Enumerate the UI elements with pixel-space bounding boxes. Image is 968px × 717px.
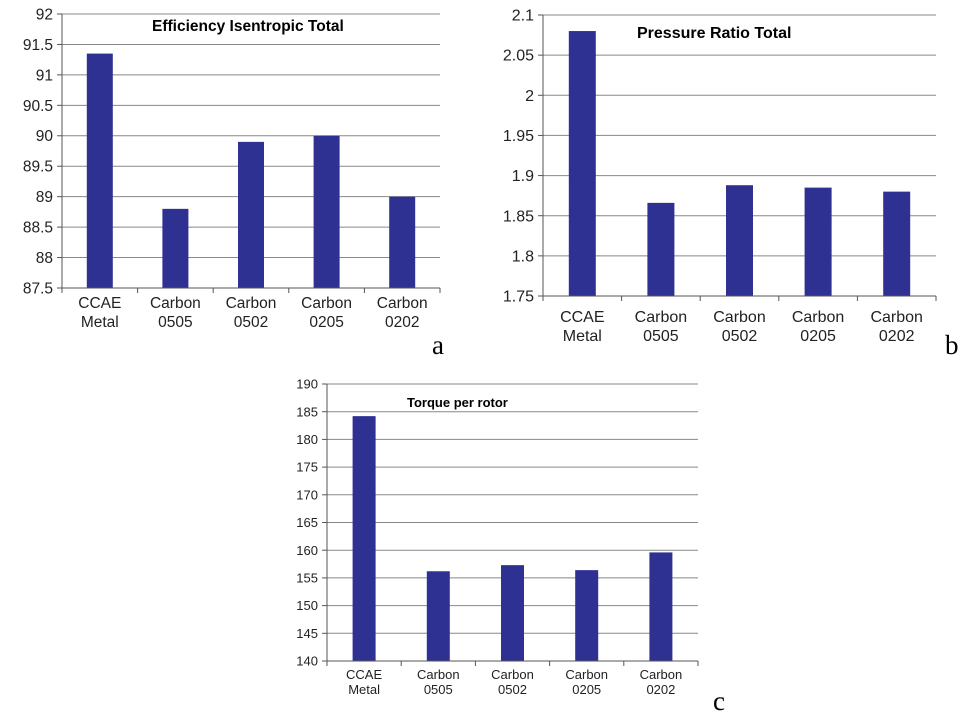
y-tick-label: 190: [296, 377, 318, 392]
bar: [575, 570, 598, 661]
y-tick-label: 150: [296, 598, 318, 613]
x-tick-label: 0502: [234, 314, 268, 331]
bar: [427, 571, 450, 661]
chart-title: Torque per rotor: [407, 395, 508, 410]
y-tick-label: 1.8: [512, 248, 534, 265]
x-tick-label: 0205: [800, 328, 836, 345]
y-tick-label: 89: [36, 189, 53, 206]
x-tick-label: Carbon: [792, 309, 844, 326]
x-tick-label: Carbon: [226, 295, 277, 312]
x-tick-label: Carbon: [491, 667, 534, 682]
y-tick-label: 91: [36, 67, 53, 84]
chart-a: 87.5 88 88.5 89 89.5 90 90.5 91 91.5 92 CCAE Metal C…: [0, 0, 440, 350]
bar: [883, 192, 910, 296]
panel-label-a: a: [432, 330, 444, 361]
y-tick-label: 2: [525, 88, 534, 105]
x-tick-label: Carbon: [870, 309, 922, 326]
bar: [87, 54, 113, 288]
panel-label-b: b: [945, 330, 959, 361]
y-tick-label: 2.05: [503, 48, 534, 65]
y-tick-label: 165: [296, 515, 318, 530]
x-tick-label: Metal: [348, 682, 380, 697]
x-tick-label: Carbon: [713, 309, 765, 326]
x-tick-label: CCAE: [560, 309, 604, 326]
x-tick-label: Metal: [563, 328, 602, 345]
y-tick-label: 2.1: [512, 8, 534, 25]
y-tick-label: 88.5: [23, 220, 53, 237]
chart-title: Efficiency Isentropic Total: [152, 18, 344, 35]
x-tick-label: CCAE: [346, 667, 382, 682]
bar: [805, 188, 832, 296]
chart-b: 1.75 1.8 1.85 1.9 1.95 2 2.05 2.1 CCAE Metal Carbo…: [470, 0, 950, 350]
y-tick-label: 145: [296, 626, 318, 641]
x-tick-label: 0202: [646, 682, 675, 697]
bar: [726, 185, 753, 296]
x-tick-label: Carbon: [301, 295, 352, 312]
bar: [501, 565, 524, 661]
x-tick-label: CCAE: [78, 295, 121, 312]
y-tick-label: 180: [296, 432, 318, 447]
x-tick-label: Carbon: [150, 295, 201, 312]
bar: [353, 416, 376, 661]
y-tick-label: 170: [296, 487, 318, 502]
y-tick-label: 87.5: [23, 280, 53, 297]
chart-a-svg: 87.5 88 88.5 89 89.5 90 90.5 91 91.5 92 CCAE Metal C…: [0, 0, 440, 350]
y-tick-label: 1.9: [512, 168, 534, 185]
y-tick-label: 155: [296, 570, 318, 585]
bar: [238, 142, 264, 288]
bar: [649, 552, 672, 661]
x-tick-label: 0202: [879, 328, 915, 345]
x-tick-label: Carbon: [640, 667, 683, 682]
y-tick-label: 88: [36, 250, 53, 267]
y-tick-label: 160: [296, 543, 318, 558]
y-tick-label: 89.5: [23, 159, 53, 176]
x-tick-label: Carbon: [635, 309, 687, 326]
y-tick-label: 1.85: [503, 208, 534, 225]
bar: [647, 203, 674, 296]
y-tick-label: 1.95: [503, 128, 534, 145]
bar: [314, 136, 340, 288]
chart-c-svg: 140 145 150 155 160 165 170 175 180 185 190 CCAEMet…: [270, 370, 700, 715]
x-tick-label: 0205: [572, 682, 601, 697]
panel-label-c: c: [713, 686, 725, 717]
x-tick-label: 0205: [309, 314, 343, 331]
x-tick-label: 0502: [722, 328, 758, 345]
x-tick-label: 0505: [424, 682, 453, 697]
x-tick-label: 0502: [498, 682, 527, 697]
y-tick-label: 1.75: [503, 289, 534, 306]
chart-title: Pressure Ratio Total: [637, 25, 791, 42]
y-tick-label: 90: [36, 128, 54, 145]
y-tick-label: 92: [36, 6, 53, 23]
bar: [569, 31, 596, 296]
y-tick-label: 90.5: [23, 98, 53, 115]
y-tick-label: 185: [296, 404, 318, 419]
x-tick-label: 0202: [385, 314, 419, 331]
bar: [162, 209, 188, 288]
x-tick-label: Carbon: [565, 667, 608, 682]
x-tick-label: 0505: [643, 328, 679, 345]
y-tick-label: 140: [296, 654, 318, 669]
chart-c: 140 145 150 155 160 165 170 175 180 185 190 CCAE Met…: [270, 370, 700, 715]
y-tick-label: 175: [296, 460, 318, 475]
bar: [389, 197, 415, 288]
y-tick-label: 91.5: [23, 37, 53, 54]
x-tick-label: Metal: [81, 314, 119, 331]
chart-b-svg: 1.75 1.8 1.85 1.9 1.95 2 2.05 2.1 CCAE Metal Carbo…: [470, 0, 950, 350]
x-tick-label: Carbon: [417, 667, 460, 682]
x-tick-label: 0505: [158, 314, 192, 331]
x-tick-label: Carbon: [377, 295, 428, 312]
